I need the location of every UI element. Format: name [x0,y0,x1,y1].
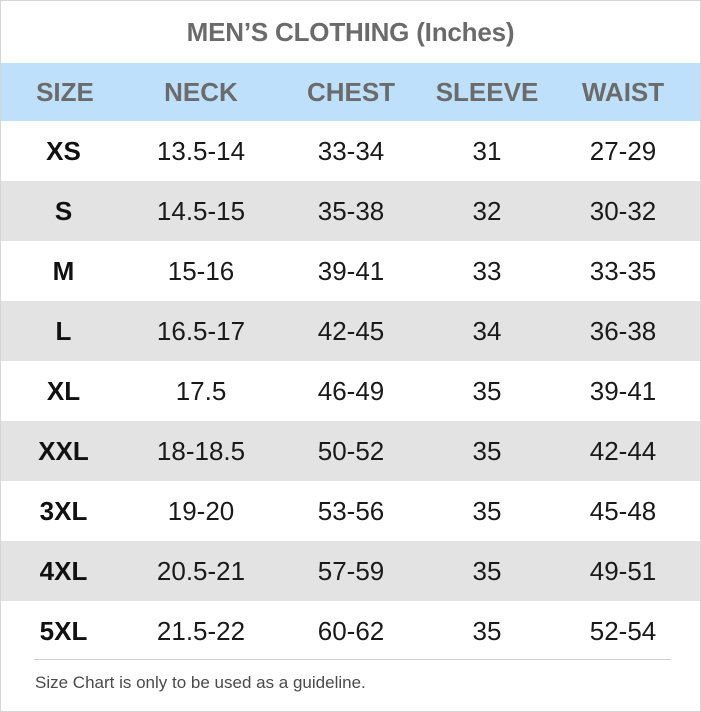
table-row: 5XL 21.5-22 60-62 35 52-54 [1,601,700,661]
sleeve-cell: 35 [472,496,502,526]
column-header-waist: WAIST [581,77,665,107]
chest-cell: 33-34 [317,136,385,166]
waist-cell: 42-44 [589,436,657,466]
size-cell: M [52,256,75,286]
chest-cell: 46-49 [317,376,385,406]
size-cell: S [54,196,73,226]
chest-cell: 57-59 [317,556,385,586]
column-header-chest: CHEST [306,77,396,107]
chart-title: MEN’S CLOTHING (Inches) [186,17,515,47]
waist-cell: 33-35 [589,256,657,286]
sleeve-cell: 32 [472,196,502,226]
waist-cell: 30-32 [589,196,657,226]
size-cell: XS [46,136,81,166]
table-row: 4XL 20.5-21 57-59 35 49-51 [1,541,700,601]
neck-cell: 17.5 [175,376,227,406]
waist-cell: 27-29 [589,136,657,166]
neck-cell: 20.5-21 [156,556,246,586]
column-header-neck: NECK [164,77,238,107]
sleeve-cell: 33 [472,256,502,286]
neck-cell: 15-16 [167,256,235,286]
footer-divider [34,659,671,660]
table-row: XS 13.5-14 33-34 31 27-29 [1,121,700,181]
waist-cell: 45-48 [589,496,657,526]
table-row: L 16.5-17 42-45 34 36-38 [1,301,700,361]
column-header-size: SIZE [36,77,94,107]
size-cell: L [55,316,72,346]
footnote: Size Chart is only to be used as a guide… [35,673,366,692]
size-cell: XXL [38,436,89,466]
neck-cell: 13.5-14 [156,136,246,166]
table-row: M 15-16 39-41 33 33-35 [1,241,700,301]
chest-cell: 60-62 [317,616,385,646]
sleeve-cell: 35 [472,556,502,586]
sleeve-cell: 35 [472,436,502,466]
neck-cell: 14.5-15 [156,196,246,226]
chest-cell: 42-45 [317,316,385,346]
size-cell: 4XL [39,556,88,586]
size-cell: 5XL [39,616,88,646]
table-body: XS 13.5-14 33-34 31 27-29 S 14.5-15 35-3… [1,121,700,661]
chest-cell: 39-41 [317,256,385,286]
sleeve-cell: 31 [472,136,502,166]
table-row: S 14.5-15 35-38 32 30-32 [1,181,700,241]
size-cell: 3XL [39,496,88,526]
waist-cell: 49-51 [589,556,657,586]
column-header-sleeve: SLEEVE [435,77,539,107]
neck-cell: 19-20 [167,496,235,526]
waist-cell: 39-41 [589,376,657,406]
waist-cell: 52-54 [589,616,657,646]
sleeve-cell: 35 [472,616,502,646]
table-row: XL 17.5 46-49 35 39-41 [1,361,700,421]
neck-cell: 16.5-17 [156,316,246,346]
table-row: 3XL 19-20 53-56 35 45-48 [1,481,700,541]
size-cell: XL [46,376,81,406]
chest-cell: 50-52 [317,436,385,466]
neck-cell: 21.5-22 [156,616,246,646]
table-row: XXL 18-18.5 50-52 35 42-44 [1,421,700,481]
table-header: SIZE NECK CHEST SLEEVE WAIST [1,63,700,121]
neck-cell: 18-18.5 [156,436,246,466]
chest-cell: 35-38 [317,196,385,226]
waist-cell: 36-38 [589,316,657,346]
sleeve-cell: 34 [472,316,502,346]
sleeve-cell: 35 [472,376,502,406]
chest-cell: 53-56 [317,496,385,526]
